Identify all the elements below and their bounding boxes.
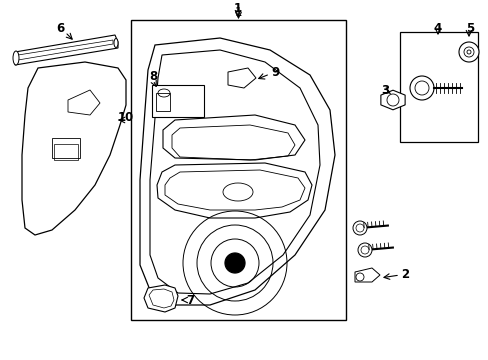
Polygon shape [15, 35, 118, 65]
Circle shape [224, 253, 244, 273]
Polygon shape [68, 90, 100, 115]
Text: 2: 2 [400, 269, 408, 282]
Circle shape [458, 42, 478, 62]
Text: 6: 6 [56, 22, 64, 35]
Text: 10: 10 [118, 112, 134, 125]
Circle shape [352, 221, 366, 235]
Ellipse shape [13, 51, 19, 65]
Polygon shape [227, 68, 256, 88]
Polygon shape [354, 268, 379, 282]
Polygon shape [380, 90, 404, 110]
Polygon shape [140, 38, 334, 305]
Text: 7: 7 [185, 293, 194, 306]
Circle shape [357, 243, 371, 257]
Bar [152, 85, 203, 117]
Text: 3: 3 [380, 84, 388, 96]
Bar [156, 93, 170, 111]
Text: 8: 8 [148, 69, 157, 82]
Text: 1: 1 [234, 5, 242, 18]
Polygon shape [143, 285, 178, 312]
Polygon shape [157, 163, 311, 218]
Text: 5: 5 [465, 22, 473, 35]
Bar [54, 144, 78, 160]
Polygon shape [163, 115, 305, 160]
Text: 9: 9 [270, 66, 279, 78]
Bar [52, 138, 80, 158]
Ellipse shape [114, 39, 118, 48]
Text: 1: 1 [233, 1, 242, 14]
Bar [131, 20, 346, 320]
Text: 4: 4 [433, 22, 441, 35]
Polygon shape [22, 62, 126, 235]
Circle shape [409, 76, 433, 100]
Bar [399, 32, 477, 142]
